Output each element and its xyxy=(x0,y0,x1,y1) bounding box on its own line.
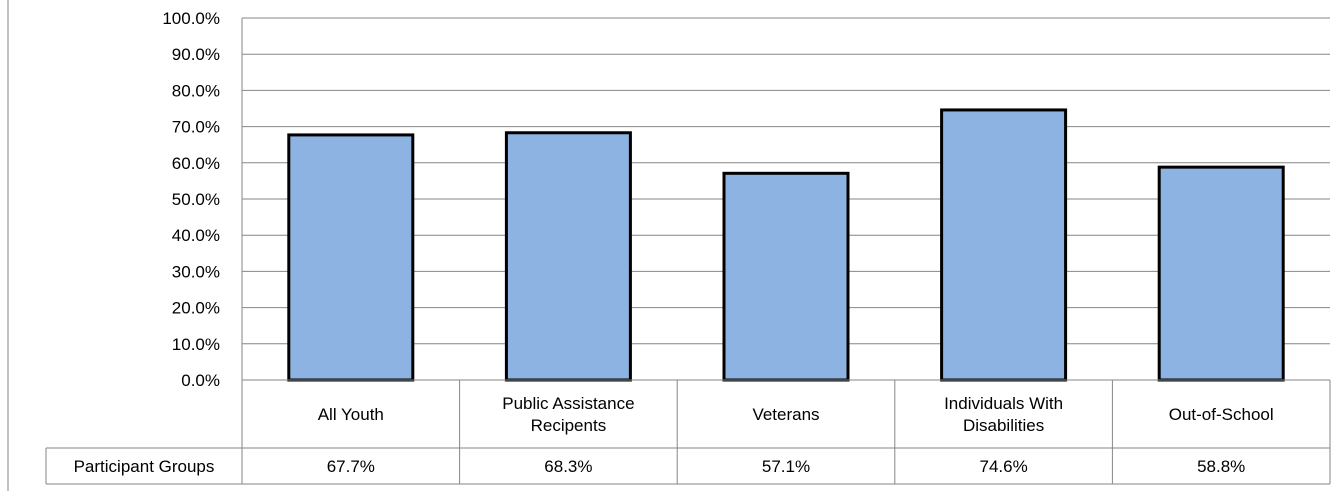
bar-public-assistance-recipents xyxy=(504,131,632,382)
series-name-label: Participant Groups xyxy=(74,457,215,476)
category-label: Recipents xyxy=(531,416,607,435)
category-label: Individuals With xyxy=(944,394,1063,413)
y-tick-label: 40.0% xyxy=(172,226,220,245)
y-tick-label: 80.0% xyxy=(172,81,220,100)
bar-out-of-school xyxy=(1157,165,1285,382)
y-tick-label: 70.0% xyxy=(172,118,220,137)
data-table: All Youth Public Assistance Recipents Veter… xyxy=(45,380,1331,485)
y-tick-label: 50.0% xyxy=(172,190,220,209)
category-label: Disabilities xyxy=(963,416,1044,435)
y-tick-label: 20.0% xyxy=(172,299,220,318)
y-tick-label: 10.0% xyxy=(172,335,220,354)
bars xyxy=(242,108,1330,382)
y-tick-label: 100.0% xyxy=(162,9,220,28)
category-label: Public Assistance xyxy=(502,394,634,413)
y-axis-tick-labels: 0.0% 10.0% 20.0% 30.0% 40.0% 50.0% 60.0% 70.0% 8… xyxy=(162,9,220,390)
category-label: Out-of-School xyxy=(1169,405,1274,424)
bar-veterans xyxy=(722,171,850,382)
category-label: All Youth xyxy=(318,405,384,424)
y-tick-label: 30.0% xyxy=(172,262,220,281)
y-tick-label: 60.0% xyxy=(172,154,220,173)
y-tick-label: 90.0% xyxy=(172,45,220,64)
data-label: 67.7% xyxy=(327,457,375,476)
data-label: 58.8% xyxy=(1197,457,1245,476)
data-label: 68.3% xyxy=(544,457,592,476)
data-label: 74.6% xyxy=(979,457,1027,476)
y-tick-label: 0.0% xyxy=(181,371,220,390)
bar-individuals-with-disabilities xyxy=(940,108,1068,382)
bar-all-youth xyxy=(287,133,415,382)
data-label: 57.1% xyxy=(762,457,810,476)
category-label: Veterans xyxy=(752,405,819,424)
